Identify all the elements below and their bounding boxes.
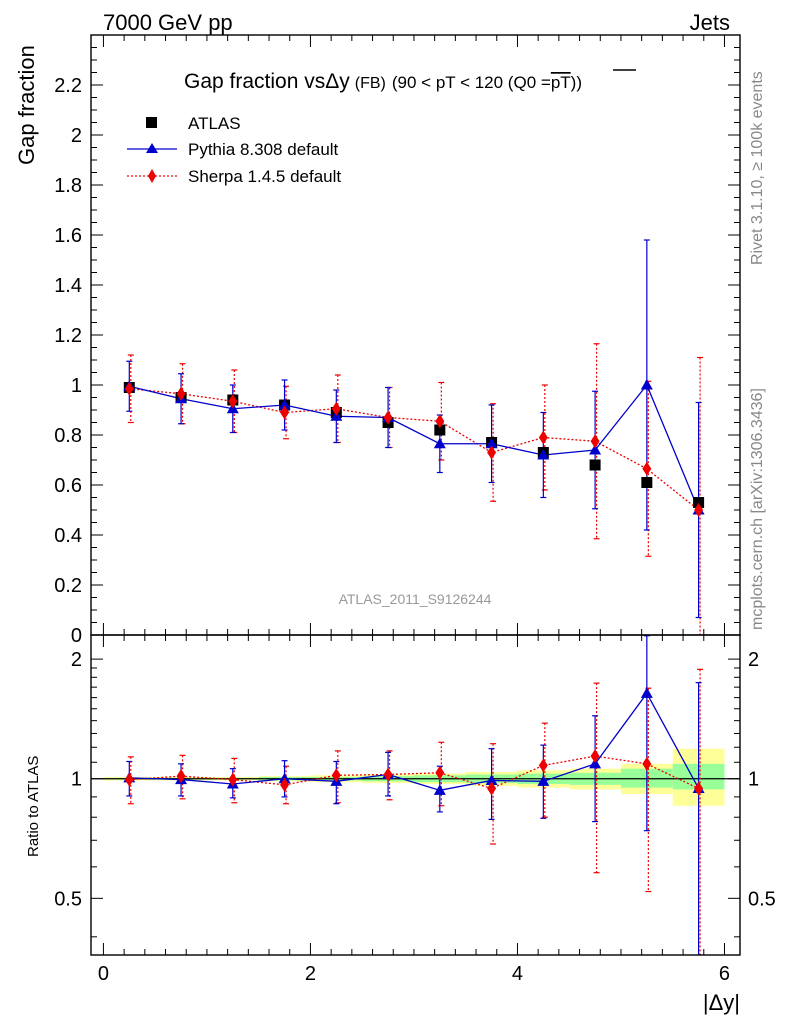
ratio-y-tick-label: 1 [71,769,82,791]
ratio-y-axis-title: Ratio to ATLAS [25,756,42,857]
x-tick-label: 4 [512,963,523,985]
main-title: Gap fraction vsΔy (FB) (90 < pT < 120 (Q0 … [184,70,582,93]
main-series [123,239,705,635]
main-y-tick-label: 0 [71,625,82,647]
pythia-point [589,444,602,455]
ratio-y-tick-label-right: 2 [748,649,759,671]
header-energy-label: 7000 GeV pp [103,10,233,35]
main-y-tick-label: 2 [71,125,82,147]
legend-entry-atlas: ATLAS [146,114,241,133]
ratio-sherpa-point [176,769,186,784]
ratio-y-tick-label: 2 [71,649,82,671]
ratio-sherpa-point [383,767,393,782]
main-title-prefix: Gap fraction vs [184,70,325,93]
ratio-y-tick-label-right: 1 [748,769,759,791]
ratio-sherpa-point [538,758,548,773]
ratio-series [123,635,705,955]
main-title-cut: (90 < pT < 120 (Q0 = [392,73,551,92]
main-title-var: Δy [325,70,350,93]
main-y-tick-label: 1.8 [54,175,82,197]
legend-atlas-marker [146,117,157,128]
pythia-line [129,383,700,511]
sherpa-point [694,503,704,517]
sherpa-point [435,414,445,429]
ratio-pythia-point [640,687,653,698]
main-y-tick-label: 2.2 [54,75,82,97]
ratio-pythia-point [433,784,446,795]
ratio-pythia-point [485,774,498,785]
main-y-tick-label: 0.4 [54,525,82,547]
analysis-watermark: ATLAS_2011_S9126244 [339,591,492,607]
ratio-sherpa-point [228,772,238,787]
legend-pythia-marker [146,143,158,153]
ratio-sherpa-point [694,781,704,796]
main-y-tick-label: 1.4 [54,275,82,297]
atlas-point [693,497,705,508]
main-title-small: (FB) [355,75,386,92]
x-tick-label: 6 [719,963,730,985]
sherpa-point [280,405,290,420]
main-y-tick-label: 0.8 [54,425,82,447]
header-process-label: Jets [690,10,730,35]
sherpa-point [331,401,341,416]
legend: ATLAS Pythia 8.308 default Sherpa 1.4.5 … [127,114,341,186]
ratio-sherpa-point [280,777,290,792]
ratio-y-tick-label-right: 0.5 [748,888,776,910]
main-y-tick-label: 1 [71,375,82,397]
sherpa-point [538,430,548,445]
pythia-point [537,449,550,460]
main-axis-ticks: 0 0.2 0.4 0.6 0.8 1 1.2 1.4 1.6 1.8 2 2.2 [54,34,740,647]
sherpa-point [590,434,600,449]
sherpa-point [383,410,393,425]
mcplots-label: mcplots.cern.ch [arXiv:1306.3436] [749,388,766,630]
ratio-sherpa-point [124,772,134,787]
ratio-sherpa-point [642,756,652,771]
main-title-cut-over: pT [551,73,571,92]
atlas-point [641,477,653,488]
x-axis-title: |Δy| [703,990,740,1015]
pythia-point [278,399,291,410]
main-y-tick-label: 1.6 [54,225,82,247]
main-y-axis-title: Gap fraction [14,45,39,165]
main-y-tick-label: 0.6 [54,475,82,497]
sherpa-point [642,461,652,476]
pythia-point [640,379,653,390]
x-tick-label: 2 [305,963,316,985]
main-title-cut-close: )) [571,73,582,92]
ratio-sherpa-point [487,781,497,796]
ratio-sherpa-point [590,749,600,764]
legend-entry-pythia: Pythia 8.308 default [127,140,339,159]
sherpa-line [129,388,700,511]
rivet-version-label: Rivet 3.1.10, ≥ 100k events [749,71,766,265]
sherpa-point [176,386,186,401]
main-y-tick-label: 1.2 [54,325,82,347]
sherpa-point [124,381,134,396]
ratio-axis-ticks: 0 2 4 6 0.5 0.5 1 1 2 2 [54,635,776,985]
main-y-tick-label: 0.2 [54,575,82,597]
ratio-y-tick-label: 0.5 [54,888,82,910]
ratio-pythia-point [537,775,550,786]
ratio-uncertainty-bands [91,748,740,806]
ratio-sherpa-point [435,765,445,780]
ratio-sherpa-point [331,768,341,783]
sherpa-point [487,445,497,460]
pythia-point [433,437,446,449]
legend-sherpa-label: Sherpa 1.4.5 default [188,167,341,186]
legend-atlas-label: ATLAS [188,114,241,133]
legend-sherpa-marker [148,169,156,183]
ratio-pythia-line [129,692,700,791]
legend-entry-sherpa: Sherpa 1.4.5 default [127,167,341,186]
ratio-panel-frame [90,634,741,956]
sherpa-point [228,394,238,409]
pythia-point [485,437,498,449]
legend-pythia-label: Pythia 8.308 default [188,140,339,159]
atlas-point [589,459,601,471]
atlas-point [434,424,446,436]
x-tick-label: 0 [98,963,109,985]
